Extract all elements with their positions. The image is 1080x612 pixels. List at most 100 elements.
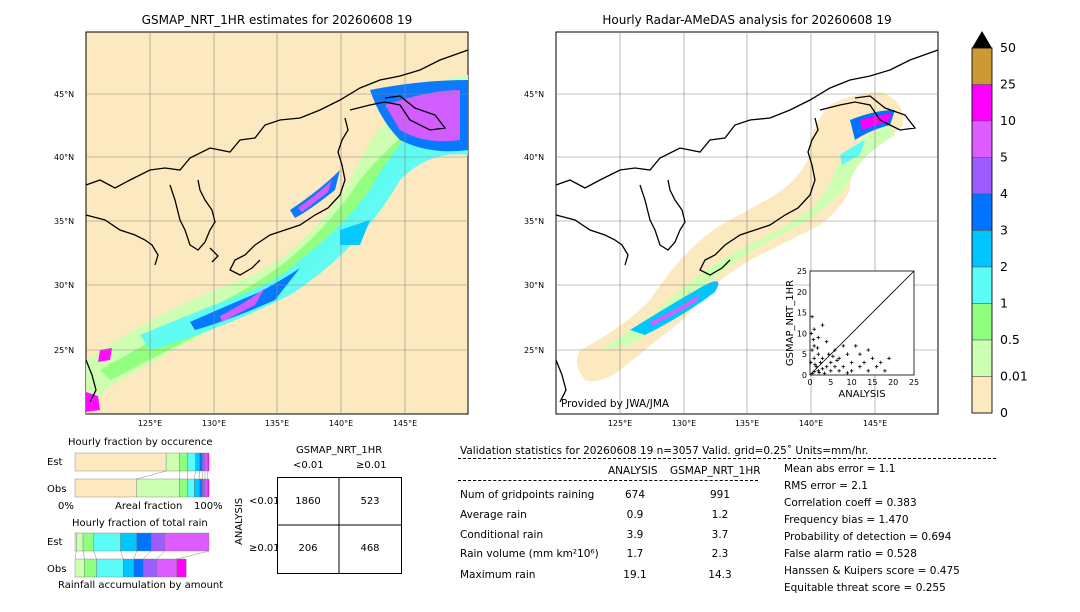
scatter-xtick: 5 xyxy=(828,378,833,387)
scatter-point xyxy=(841,364,846,369)
contingency-cell: 523 xyxy=(360,496,380,507)
scatter-point xyxy=(812,344,816,348)
contingency-header: GSMAP_NRT_1HR xyxy=(296,445,383,456)
stat-gsmap: 3.7 xyxy=(711,529,729,541)
total-rain-title: Hourly fraction of total rain xyxy=(72,518,208,529)
scatter-point xyxy=(874,364,879,369)
scatter-points xyxy=(809,314,891,376)
scatter-point xyxy=(835,358,839,363)
total-rain-bars xyxy=(74,532,210,578)
colorbar-level-label: 5 xyxy=(1000,150,1008,165)
fraction-segment xyxy=(133,558,144,578)
scatter-point xyxy=(810,348,814,352)
tr-obs-label: Obs xyxy=(47,564,67,575)
fraction-segment xyxy=(74,558,85,578)
fraction-segment xyxy=(76,532,84,552)
right-map: 45°N 40°N 35°N 30°N 25°N 125°E 130°E 135… xyxy=(524,31,939,428)
scatter-ytick: 10 xyxy=(797,329,807,338)
lon-label: 125°E xyxy=(138,419,162,428)
lon-label: 125°E xyxy=(608,419,632,428)
colorbar-level-label: 2 xyxy=(1000,259,1008,274)
scatter-point xyxy=(814,364,819,369)
validation-subdivider xyxy=(458,480,758,481)
stat-label: Num of gridpoints raining xyxy=(460,489,595,501)
stat-analysis: 1.7 xyxy=(626,548,644,560)
scatter-point xyxy=(866,348,871,352)
score-line: False alarm ratio = 0.528 xyxy=(784,548,917,560)
colorbar-level-label: 3 xyxy=(1000,223,1008,238)
fraction-segment xyxy=(204,452,208,472)
stat-label: Average rain xyxy=(460,509,527,521)
score-line: Probability of detection = 0.694 xyxy=(784,531,952,543)
colorbar-level-label: 0.01 xyxy=(1000,369,1028,384)
scatter-ytick: 5 xyxy=(802,350,807,359)
fraction-connector xyxy=(136,470,167,480)
contingency-row-label: ≥0.01 xyxy=(249,543,280,554)
scatter-point xyxy=(849,360,854,365)
occurrence-bars xyxy=(74,452,210,498)
colorbar-level-label: 4 xyxy=(1000,186,1008,201)
scatter-point xyxy=(887,356,891,361)
scatter-point xyxy=(837,369,841,373)
tr-est-label: Est xyxy=(47,537,63,548)
scatter-point xyxy=(824,364,829,369)
colorbar-swatch xyxy=(971,47,993,85)
stat-gsmap: 2.3 xyxy=(711,548,729,560)
scatter-point xyxy=(858,364,862,369)
fraction-segment xyxy=(136,532,152,552)
lon-label: 145°E xyxy=(393,419,417,428)
fraction-connector xyxy=(93,550,97,560)
scatter-xlabel: ANALYSIS xyxy=(838,389,885,400)
fraction-segment xyxy=(199,452,203,472)
total-rain-footer: Rainfall accumulation by amount xyxy=(58,580,224,591)
fraction-segment xyxy=(74,478,137,498)
fraction-segment xyxy=(202,452,206,472)
scatter-point xyxy=(812,327,816,332)
colorbar-swatch xyxy=(971,120,993,158)
scatter-point xyxy=(862,360,866,365)
score-line: RMS error = 2.1 xyxy=(784,480,868,492)
contingency-grid xyxy=(277,477,402,574)
fraction-segment xyxy=(136,478,180,498)
left-gridlines xyxy=(86,32,468,414)
fraction-connector xyxy=(194,470,196,480)
colorbar-level-label: 25 xyxy=(1000,77,1016,92)
scatter-point xyxy=(831,354,835,359)
lon-label: 145°E xyxy=(863,419,887,428)
fraction-segment xyxy=(187,452,196,472)
scatter-point xyxy=(866,369,871,373)
colorbar-swatch xyxy=(971,193,993,231)
fraction-segment xyxy=(120,532,137,552)
contingency-col-label: <0.01 xyxy=(293,460,324,471)
left-coastlines xyxy=(85,49,469,403)
occ-axis-right: 100% xyxy=(194,501,223,512)
colorbar-extend-arrow xyxy=(972,31,992,48)
scatter-point xyxy=(845,352,850,356)
stat-gsmap: 991 xyxy=(709,489,731,501)
right-coastlines xyxy=(555,49,939,403)
occ-obs-label: Obs xyxy=(47,484,67,495)
stat-analysis: 0.9 xyxy=(626,509,644,521)
lat-label: 35°N xyxy=(54,217,74,226)
stat-label: Rain volume (mm km²10⁶) xyxy=(460,548,599,560)
validation-col-gsmap: GSMAP_NRT_1HR xyxy=(670,465,761,477)
scatter-inset: 0 5 10 15 20 25 0 5 10 15 20 25 ANALYSIS GSMAP_NRT… xyxy=(785,267,919,400)
scatter-point xyxy=(837,356,841,361)
fraction-segment xyxy=(82,532,94,552)
lat-label: 30°N xyxy=(54,281,74,290)
stat-label: Maximum rain xyxy=(460,569,536,581)
scatter-xtick: 25 xyxy=(909,378,919,387)
left-map-title: GSMAP_NRT_1HR estimates for 20260608 19 xyxy=(141,13,413,27)
stat-gsmap: 14.3 xyxy=(708,569,732,581)
occ-axis-left: 0% xyxy=(58,501,74,512)
colorbar-level-label: 0 xyxy=(1000,405,1008,420)
one-to-one-line xyxy=(809,270,915,376)
fraction-segment xyxy=(93,532,121,552)
scatter-point xyxy=(811,337,816,342)
occurrence-title: Hourly fraction by occurence xyxy=(68,437,213,448)
fraction-segment xyxy=(194,478,200,498)
scatter-point xyxy=(824,339,829,344)
left-map: 45°N 40°N 35°N 30°N 25°N 125°E 130°E 135… xyxy=(54,31,469,428)
fraction-connector xyxy=(120,550,124,560)
fraction-segment xyxy=(187,478,195,498)
